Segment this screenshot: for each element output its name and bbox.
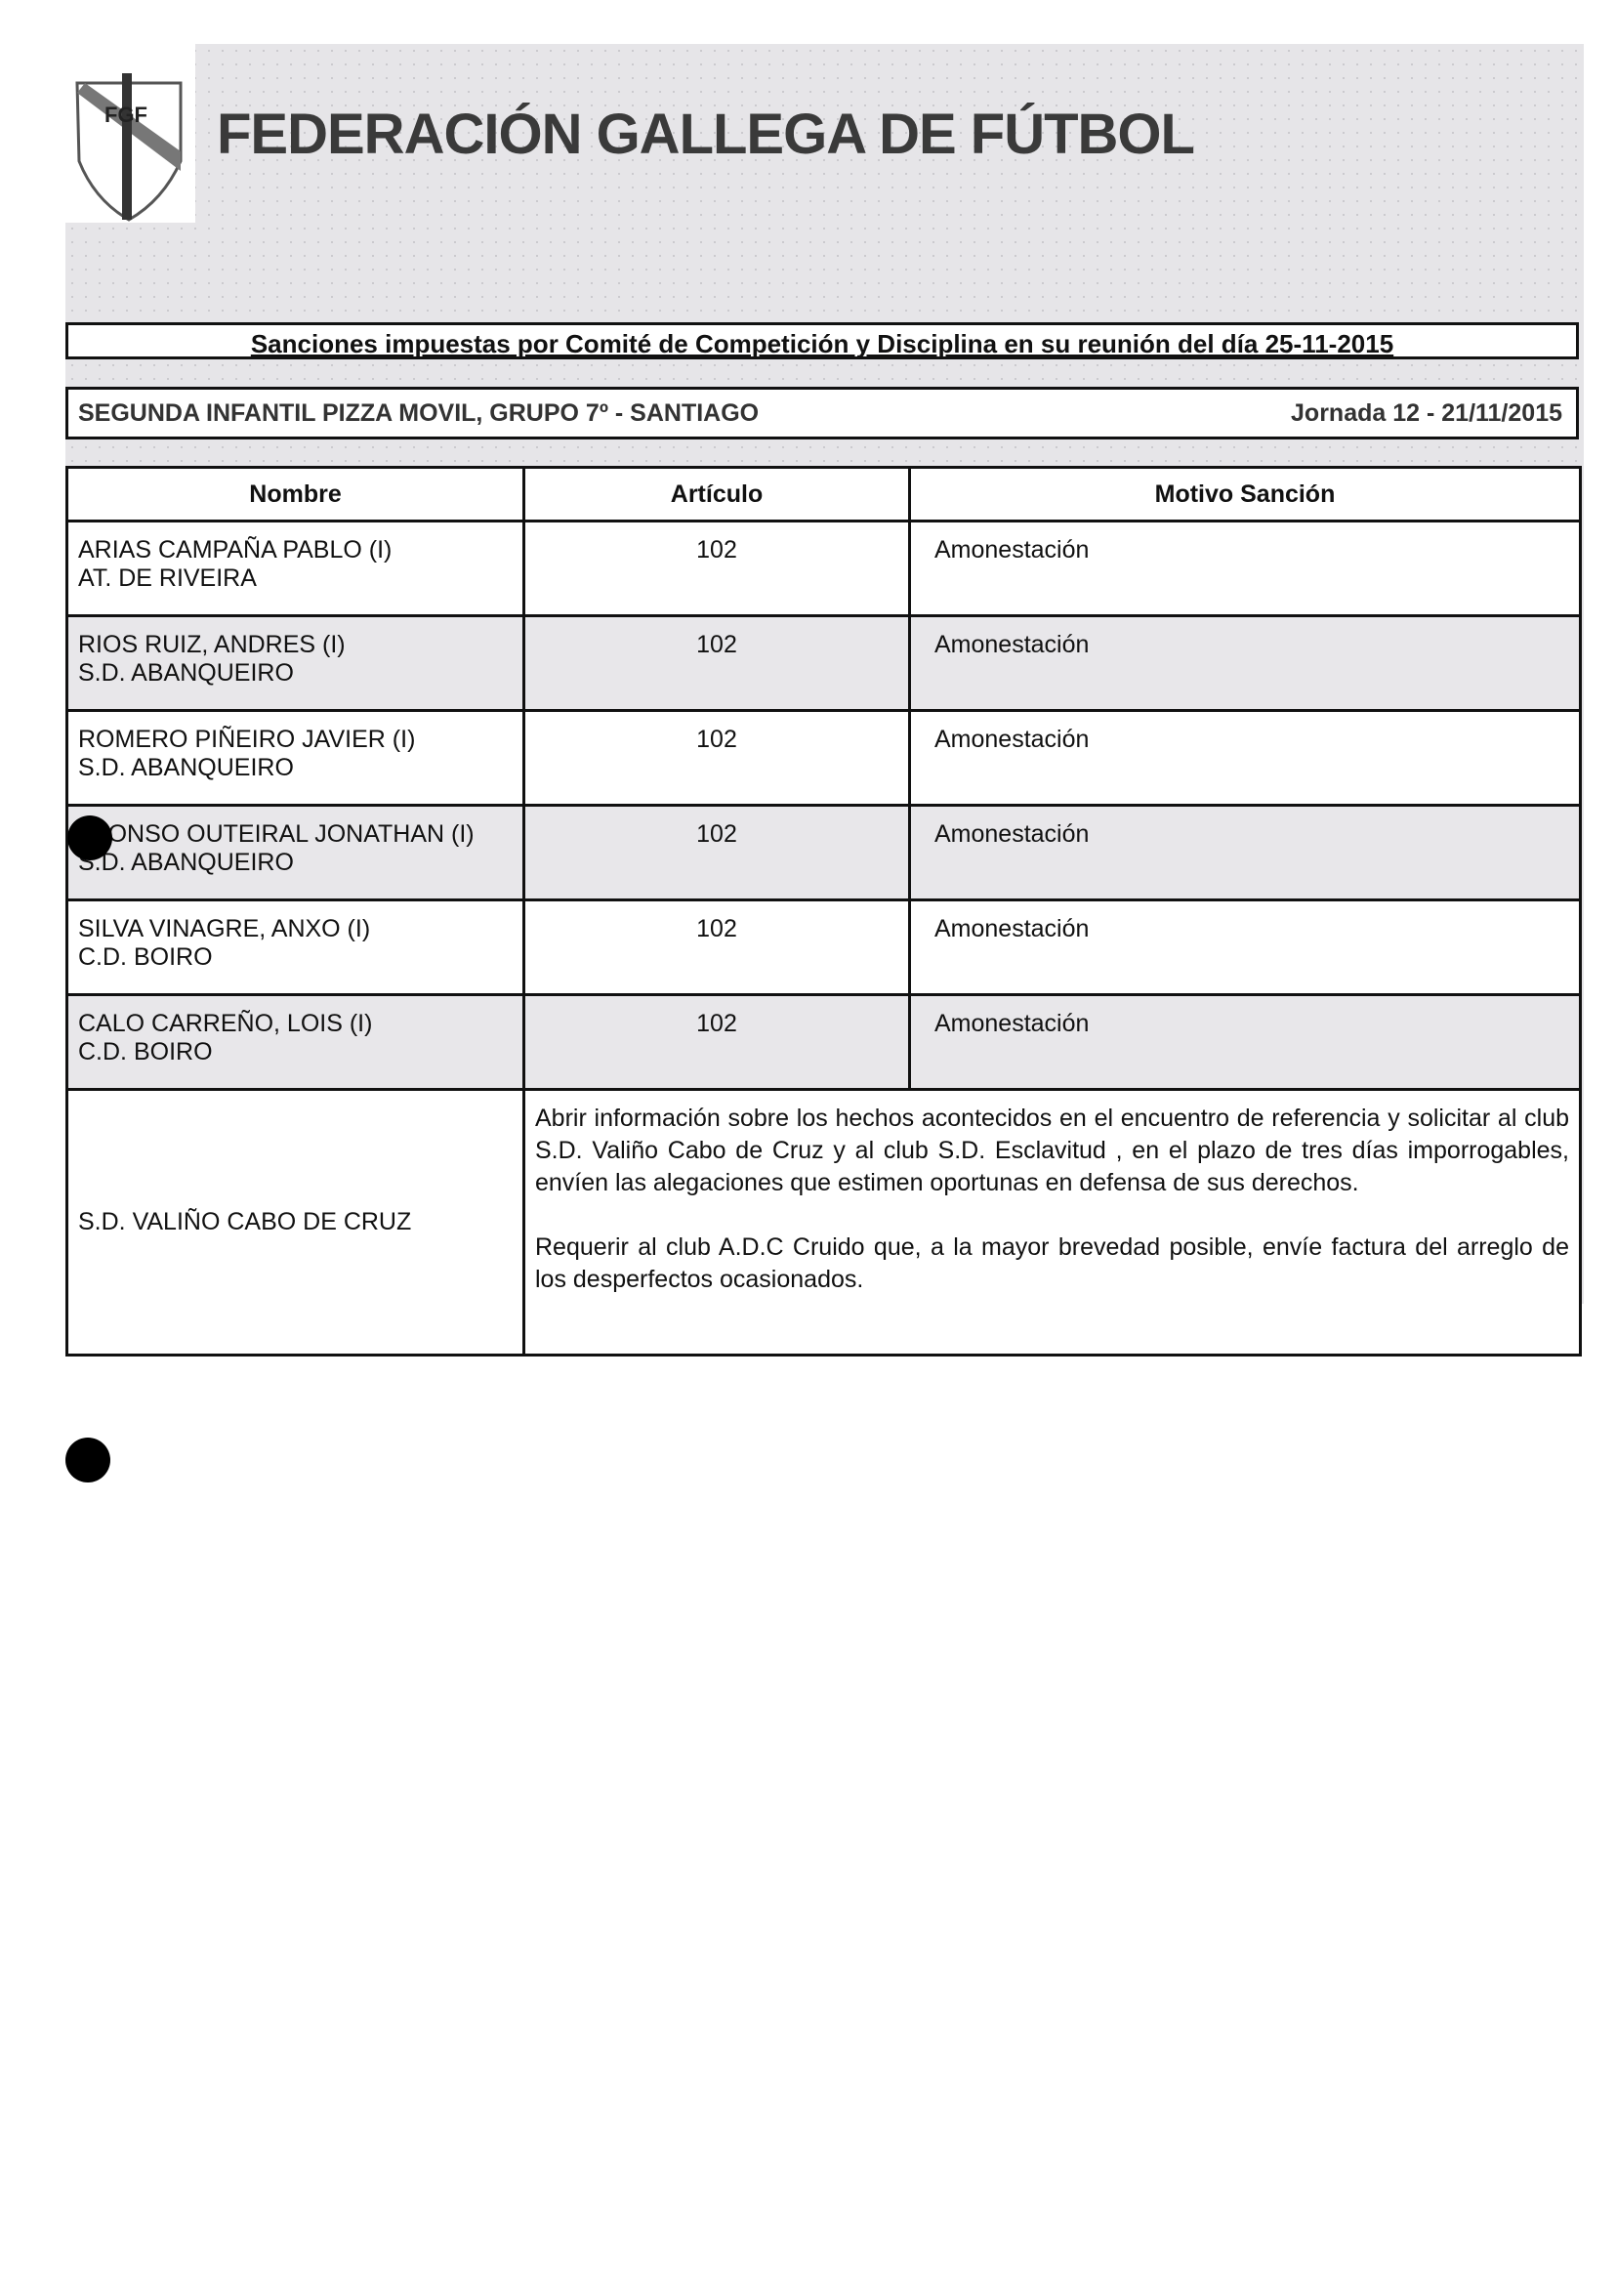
article: 102	[522, 709, 911, 807]
article: 102	[522, 520, 911, 617]
article: 102	[522, 804, 911, 901]
club-name: S.D. VALIÑO CABO DE CRUZ	[65, 1088, 525, 1357]
punch-hole-mark	[67, 815, 112, 860]
sanctions-table: Nombre Artículo Motivo Sanción ARIAS CAM…	[65, 466, 1582, 1357]
reason: Amonestación	[908, 709, 1582, 807]
competition-name: SEGUNDA INFANTIL PIZZA MOVIL, GRUPO 7º -…	[78, 398, 760, 427]
reason: Amonestación	[908, 804, 1582, 901]
reason: Amonestación	[908, 614, 1582, 712]
sanction-paragraph: Requerir al club A.D.C Cruido que, a la …	[535, 1233, 1569, 1293]
club-sanction-text: Abrir información sobre los hechos acont…	[522, 1088, 1582, 1357]
table-row: CALO CARREÑO, LOIS (I) C.D. BOIRO 102 Amone…	[65, 993, 1582, 1091]
reason: Amonestación	[908, 993, 1582, 1091]
table-row: RIOS RUIZ, ANDRES (I) S.D. ABANQUEIRO 102 A…	[65, 614, 1582, 712]
punch-hole-mark	[65, 1438, 110, 1482]
player-name: CALO CARREÑO, LOIS (I)	[78, 1010, 373, 1037]
sanctions-heading: Sanciones impuestas por Comité de Compet…	[65, 322, 1579, 359]
federation-logo: FGF	[65, 44, 195, 223]
svg-text:FGF: FGF	[104, 103, 147, 127]
player-name: ROMERO PIÑEIRO JAVIER (I)	[78, 726, 416, 753]
shield-icon: FGF	[75, 73, 183, 222]
federation-title: FEDERACIÓN GALLEGA DE FÚTBOL	[217, 103, 1195, 166]
player-name: ALONSO OUTEIRAL JONATHAN (I)	[78, 820, 475, 848]
table-row: SILVA VINAGRE, ANXO (I) C.D. BOIRO 102 Amon…	[65, 898, 1582, 996]
club-name: C.D. BOIRO	[78, 1038, 213, 1065]
club-name: S.D. ABANQUEIRO	[78, 849, 294, 876]
table-row: ARIAS CAMPAÑA PABLO (I) AT. DE RIVEIRA 102…	[65, 520, 1582, 617]
article: 102	[522, 993, 911, 1091]
col-nombre: Nombre	[65, 466, 525, 522]
player-name: RIOS RUIZ, ANDRES (I)	[78, 631, 346, 658]
table-header: Nombre Artículo Motivo Sanción	[65, 466, 1582, 522]
player-name: ARIAS CAMPAÑA PABLO (I)	[78, 536, 393, 564]
col-motivo: Motivo Sanción	[908, 466, 1582, 522]
club-name: S.D. ABANQUEIRO	[78, 659, 294, 687]
club-name: C.D. BOIRO	[78, 943, 213, 971]
club-sanction-row: S.D. VALIÑO CABO DE CRUZ Abrir informaci…	[65, 1088, 1582, 1357]
competition-bar: SEGUNDA INFANTIL PIZZA MOVIL, GRUPO 7º -…	[65, 387, 1579, 439]
article: 102	[522, 898, 911, 996]
club-name: AT. DE RIVEIRA	[78, 564, 257, 592]
matchday: Jornada 12 - 21/11/2015	[1291, 398, 1562, 427]
article: 102	[522, 614, 911, 712]
player-name: SILVA VINAGRE, ANXO (I)	[78, 915, 371, 942]
table-row: ALONSO OUTEIRAL JONATHAN (I) S.D. ABANQUE…	[65, 804, 1582, 901]
col-articulo: Artículo	[522, 466, 911, 522]
reason: Amonestación	[908, 520, 1582, 617]
sanction-paragraph: Abrir información sobre los hechos acont…	[535, 1105, 1569, 1196]
club-name: S.D. ABANQUEIRO	[78, 754, 294, 781]
reason: Amonestación	[908, 898, 1582, 996]
table-row: ROMERO PIÑEIRO JAVIER (I) S.D. ABANQUEIRO…	[65, 709, 1582, 807]
